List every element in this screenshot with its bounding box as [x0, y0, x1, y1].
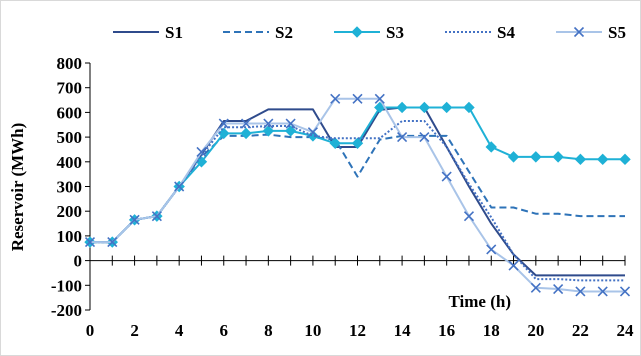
y-tick-label: 800: [57, 54, 83, 73]
data-point-s5: [597, 286, 608, 297]
data-point-s3: [240, 127, 252, 140]
y-axis-title: Reservoir (MWh): [8, 123, 27, 252]
data-point-s3: [440, 101, 453, 114]
data-point-s5: [218, 118, 229, 129]
series-line-s2: [90, 133, 625, 244]
series-line-s1: [90, 106, 625, 277]
data-point-s5: [441, 171, 452, 182]
data-point-s3: [396, 101, 408, 114]
data-point-s3: [307, 130, 319, 142]
data-point-s3: [262, 125, 275, 137]
data-point-s3: [530, 151, 542, 163]
data-point-s5: [486, 244, 497, 255]
legend-marker-s3: [351, 26, 363, 38]
data-point-s5: [196, 146, 207, 157]
x-tick-label: 10: [304, 321, 321, 340]
data-point-s5: [463, 211, 475, 222]
data-point-s5: [530, 282, 541, 293]
data-point-s5: [619, 286, 631, 297]
data-point-s5: [285, 118, 296, 129]
y-tick-label: 100: [57, 227, 83, 246]
data-point-s3: [418, 101, 431, 114]
x-tick-label: 4: [175, 321, 184, 340]
data-point-s3: [485, 141, 497, 153]
legend-label-s4: S4: [497, 23, 515, 42]
data-point-s3: [329, 137, 341, 149]
legend: S1 S2 S3 S4 S5: [113, 23, 626, 42]
x-tick-label: 14: [394, 321, 412, 340]
data-point-s5: [575, 286, 586, 297]
data-point-s3: [619, 153, 631, 166]
data-point-s5: [151, 211, 162, 222]
legend-marker-s5: [573, 26, 585, 38]
data-point-s5: [352, 93, 363, 104]
data-point-s3: [574, 153, 587, 166]
data-point-s5: [174, 181, 185, 192]
x-tick-label: 6: [220, 321, 229, 340]
x-tick-label: 20: [527, 321, 544, 340]
x-tick-label: 8: [264, 321, 273, 340]
y-tick-label: -200: [51, 301, 82, 320]
data-point-s5: [84, 237, 96, 248]
y-tick-label: 300: [57, 178, 83, 197]
x-tick-label: 22: [572, 321, 589, 340]
plot-area: [84, 93, 631, 297]
y-tick-label: 600: [57, 103, 83, 122]
x-tick-label: 12: [349, 321, 366, 340]
x-tick-label: 0: [86, 321, 95, 340]
x-tick-label: 2: [130, 321, 139, 340]
data-point-s3: [284, 125, 297, 137]
data-point-s3: [351, 137, 364, 149]
data-point-s5: [374, 93, 385, 104]
data-point-s3: [507, 151, 520, 163]
data-point-s5: [553, 283, 564, 295]
legend-label-s1: S1: [165, 23, 183, 42]
x-tick-label: 18: [483, 321, 500, 340]
data-point-s5: [129, 214, 140, 225]
data-point-s3: [218, 127, 230, 140]
legend-label-s5: S5: [608, 23, 626, 42]
data-point-s5: [330, 93, 341, 104]
data-point-s5: [397, 132, 408, 143]
legend-label-s3: S3: [386, 23, 404, 42]
y-tick-label: -100: [51, 276, 82, 295]
data-point-s5: [419, 132, 430, 143]
y-tick-label: 700: [57, 79, 83, 98]
data-point-s5: [107, 237, 118, 248]
data-point-s3: [597, 153, 609, 166]
y-tick-label: 200: [57, 202, 83, 221]
data-point-s5: [307, 127, 318, 138]
data-point-s5: [240, 118, 252, 129]
y-tick-label: 400: [57, 153, 83, 172]
data-point-s5: [263, 118, 274, 129]
data-point-s5: [508, 260, 519, 271]
x-axis-title: Time (h): [449, 292, 512, 311]
data-point-s3: [552, 151, 564, 163]
x-tick-label: 16: [438, 321, 455, 340]
legend-label-s2: S2: [275, 23, 293, 42]
y-tick-label: 500: [57, 128, 83, 147]
x-tick-label: 24: [617, 321, 635, 340]
data-point-s3: [463, 101, 475, 114]
y-tick-label: 0: [74, 252, 83, 271]
